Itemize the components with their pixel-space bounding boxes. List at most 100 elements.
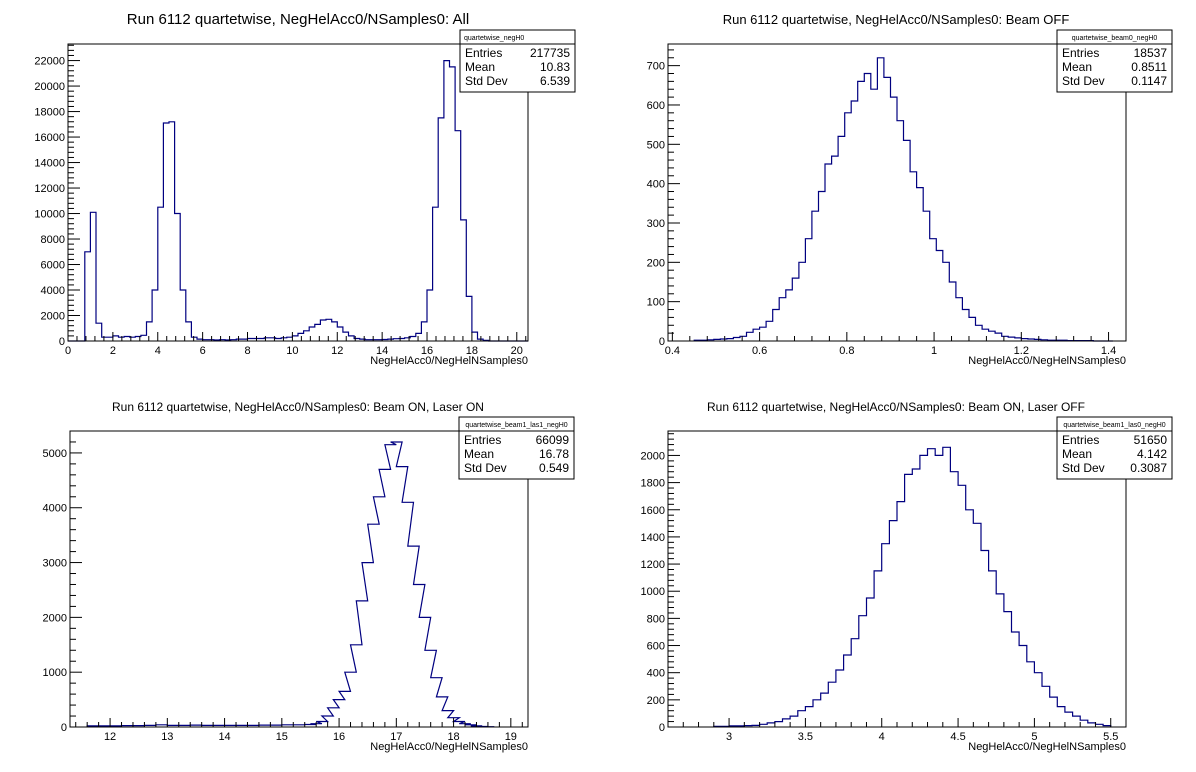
stats-histogram-name: quartetwise_beam1_las0_negH0 [1063, 422, 1165, 429]
stats-box [1056, 416, 1173, 480]
chart-title: Run 6112 quartetwise, NegHelAcc0/NSample… [127, 11, 469, 28]
stats-label: Entries [1062, 433, 1099, 447]
x-axis-label: NegHelAcc0/NegHelNSamples0 [968, 741, 1126, 753]
stats-value: 51650 [1134, 433, 1168, 447]
histogram-series [713, 446, 1112, 727]
stats-histogram-name: quartetwise_negH0 [464, 35, 524, 42]
x-tick-label: 4.5 [950, 731, 965, 743]
x-tick-label: 10 [286, 345, 298, 357]
stats-label: Entries [1062, 46, 1099, 60]
y-tick-label: 0 [61, 722, 67, 734]
y-tick-label: 1000 [641, 586, 665, 598]
x-tick-label: 16 [333, 731, 345, 743]
stats-label: Std Dev [1062, 461, 1105, 475]
stats-value: 0.8511 [1131, 60, 1167, 74]
y-tick-label: 20000 [34, 81, 65, 93]
y-tick-label: 300 [647, 218, 665, 230]
x-tick-label: 18 [466, 345, 478, 357]
x-tick-label: 12 [104, 731, 116, 743]
histogram-all: Run 6112 quartetwise, NegHelAcc0/NSample… [34, 11, 576, 367]
x-tick-label: 0.4 [665, 345, 680, 357]
y-tick-label: 16000 [34, 132, 65, 144]
y-tick-label: 600 [647, 641, 665, 653]
y-tick-label: 18000 [34, 107, 65, 119]
plot-frame [69, 430, 529, 728]
x-tick-label: 14 [376, 345, 388, 357]
chart-title: Run 6112 quartetwise, NegHelAcc0/NSample… [707, 400, 1085, 414]
y-tick-label: 1400 [641, 532, 665, 544]
y-tick-label: 2000 [641, 450, 665, 462]
x-tick-label: 4 [879, 731, 885, 743]
x-tick-label: 5.5 [1103, 731, 1118, 743]
y-tick-label: 700 [647, 61, 665, 73]
x-tick-label: 2 [110, 345, 116, 357]
stats-label: Std Dev [465, 74, 508, 88]
x-tick-label: 12 [331, 345, 343, 357]
chart-title: Run 6112 quartetwise, NegHelAcc0/NSample… [112, 400, 484, 414]
stats-value: 16.78 [539, 447, 569, 461]
x-tick-label: 0 [65, 345, 71, 357]
y-tick-label: 12000 [34, 183, 65, 195]
x-tick-label: 6 [200, 345, 206, 357]
y-tick-label: 200 [647, 695, 665, 707]
x-tick-label: 1.2 [1014, 345, 1029, 357]
x-tick-label: 15 [276, 731, 288, 743]
y-tick-label: 1600 [641, 505, 665, 517]
y-tick-label: 400 [647, 179, 665, 191]
histogram-pad-beam-off: Run 6112 quartetwise, NegHelAcc0/NSample… [598, 0, 1196, 386]
histogram-series [68, 60, 528, 342]
y-tick-label: 6000 [41, 260, 65, 272]
stats-label: Mean [1062, 60, 1092, 74]
y-tick-label: 0 [659, 336, 665, 348]
stats-label: Std Dev [464, 461, 507, 475]
x-tick-label: 17 [390, 731, 402, 743]
stats-value: 66099 [536, 433, 570, 447]
plot-frame [67, 43, 529, 342]
x-tick-label: 1.4 [1101, 345, 1116, 357]
stats-label: Entries [465, 46, 502, 60]
stats-label: Mean [464, 447, 494, 461]
y-tick-label: 22000 [34, 56, 65, 68]
x-tick-label: 1 [931, 345, 937, 357]
stats-label: Std Dev [1062, 74, 1105, 88]
plot-frame [667, 43, 1127, 342]
stats-histogram-name: quartetwise_beam1_las1_negH0 [465, 422, 567, 429]
x-tick-label: 3.5 [798, 731, 813, 743]
histogram-beam-off: Run 6112 quartetwise, NegHelAcc0/NSample… [647, 12, 1173, 367]
y-tick-label: 600 [647, 100, 665, 112]
stats-value: 18537 [1134, 46, 1168, 60]
stats-box [458, 416, 575, 480]
stats-label: Entries [464, 433, 501, 447]
histogram-pad-beam-on-laser-off: Run 6112 quartetwise, NegHelAcc0/NSample… [598, 386, 1196, 772]
y-tick-label: 1200 [641, 559, 665, 571]
x-tick-label: 16 [421, 345, 433, 357]
stats-value: 217735 [530, 46, 570, 60]
stats-value: 10.83 [540, 60, 570, 74]
x-tick-label: 3 [726, 731, 732, 743]
stats-label: Mean [465, 60, 495, 74]
stats-value: 0.1147 [1131, 74, 1167, 88]
x-axis-label: NegHelAcc0/NegHelNSamples0 [968, 355, 1126, 367]
x-tick-label: 18 [447, 731, 459, 743]
x-tick-label: 19 [505, 731, 517, 743]
x-tick-label: 14 [218, 731, 230, 743]
y-tick-label: 4000 [41, 285, 65, 297]
y-tick-label: 500 [647, 139, 665, 151]
chart-title: Run 6112 quartetwise, NegHelAcc0/NSample… [723, 12, 1070, 27]
x-tick-label: 20 [511, 345, 523, 357]
stats-histogram-name: quartetwise_beam0_negH0 [1072, 35, 1158, 42]
stats-value: 0.3087 [1130, 461, 1167, 475]
y-tick-label: 0 [59, 336, 65, 348]
stats-box [459, 29, 576, 93]
histogram-beam-on-laser-on: Run 6112 quartetwise, NegHelAcc0/NSample… [43, 400, 575, 753]
y-tick-label: 8000 [41, 234, 65, 246]
histogram-beam-on-laser-off: Run 6112 quartetwise, NegHelAcc0/NSample… [641, 400, 1173, 753]
x-tick-label: 4 [155, 345, 161, 357]
stats-value: 4.142 [1137, 447, 1167, 461]
y-tick-label: 2000 [43, 612, 67, 624]
y-tick-label: 400 [647, 668, 665, 680]
x-tick-label: 8 [244, 345, 250, 357]
y-tick-label: 800 [647, 613, 665, 625]
x-axis-label: NegHelAcc0/NegHelNSamples0 [370, 741, 528, 753]
y-tick-label: 3000 [43, 558, 67, 570]
